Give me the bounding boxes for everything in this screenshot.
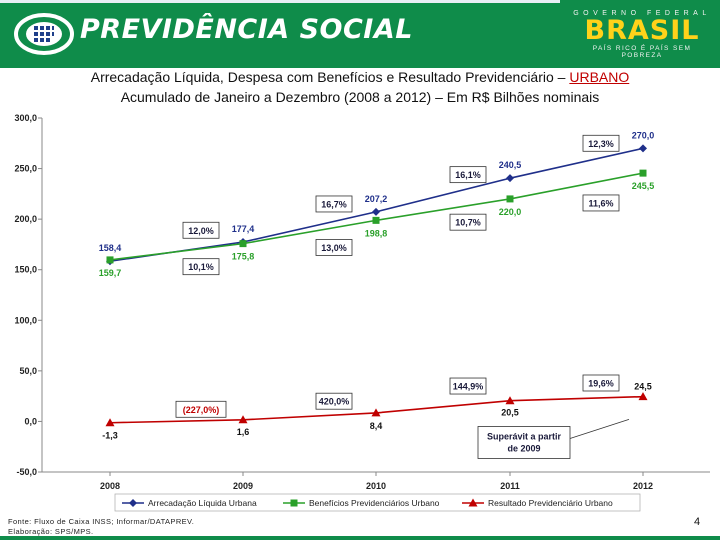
page-number: 4 [694, 516, 701, 528]
growth-annotation-label: 420,0% [319, 397, 350, 407]
data-point-3 [505, 396, 515, 405]
growth-annotation-box [449, 377, 487, 395]
legend-box [114, 493, 641, 512]
data-point-2 [639, 169, 647, 177]
data-point-1 [639, 144, 647, 153]
growth-annotation-box [449, 213, 487, 231]
x-tick-label: 2012 [633, 481, 653, 491]
growth-annotation-box [449, 166, 487, 184]
data-point-3 [638, 392, 648, 401]
callout-text-line1: Superávit a partir [487, 431, 562, 441]
data-point-2 [372, 216, 380, 224]
growth-annotation-label: 16,7% [321, 199, 347, 209]
legend-marker-3 [468, 498, 478, 507]
data-point-3 [105, 418, 115, 427]
elaboration-line: Elaboração: SPS/MPS. [8, 527, 94, 536]
legend-label-1: Arrecadação Líquida Urbana [148, 498, 257, 508]
chart-title-line1: Arrecadação Líquida, Despesa com Benefíc… [0, 69, 720, 85]
growth-annotation-label: 13,0% [321, 243, 347, 253]
growth-annotation-box [582, 194, 620, 212]
bottom-bar [0, 536, 720, 540]
callout-arrow [569, 419, 630, 439]
data-label: 24,5 [634, 382, 652, 392]
series-line-1 [109, 147, 644, 263]
data-label: 245,5 [632, 181, 655, 191]
chart-title-prefix: Arrecadação Líquida, Despesa com Benefíc… [90, 69, 570, 85]
x-tick-label: 2011 [500, 481, 520, 491]
y-tick-label: 0,0 [24, 416, 37, 426]
growth-annotation-box [315, 239, 353, 256]
source-note: Fonte: Fluxo de Caixa INSS; Informar/DAT… [8, 517, 194, 537]
data-label: 240,5 [499, 160, 522, 170]
previdencia-logo-icon [14, 13, 74, 55]
gov-main-text: BRASIL [584, 15, 700, 46]
data-label: 158,4 [99, 243, 122, 253]
growth-annotation-label: 10,1% [188, 262, 214, 272]
growth-annotation-label: 16,1% [455, 170, 481, 180]
data-point-2 [506, 195, 514, 203]
y-tick-label: 150,0 [14, 265, 37, 275]
legend-label-3: Resultado Previdenciário Urbano [488, 498, 613, 508]
data-point-2 [106, 256, 114, 264]
header-banner: PREVIDÊNCIA SOCIAL GOVERNO FEDERAL BRASI… [0, 0, 720, 68]
legend-label-2: Benefícios Previdenciários Urbano [309, 498, 440, 508]
data-label: 198,8 [365, 228, 388, 238]
growth-annotation-box [175, 400, 227, 418]
line-chart: -50,0 0,0 50,0 100,0 150,0 200,0 250,0 300,0 200… [14, 113, 710, 512]
callout-box [477, 426, 571, 459]
data-label: 159,7 [99, 268, 122, 278]
gov-top-text: GOVERNO FEDERAL [573, 10, 711, 17]
y-tick-label: 200,0 [14, 214, 37, 224]
chart-title-urbano: URBANO [569, 69, 630, 85]
brand-title: PREVIDÊNCIA SOCIAL [80, 14, 413, 45]
header-top-line [0, 0, 560, 3]
data-point-3 [238, 415, 248, 424]
growth-annotation-box [182, 258, 220, 276]
gov-slogan: PAÍS RICO É PAÍS SEM POBREZA [592, 45, 692, 59]
y-tick-label: 100,0 [14, 315, 37, 325]
data-label: 1,6 [237, 427, 250, 437]
y-tick-label: -50,0 [16, 467, 37, 477]
growth-annotation-box [582, 374, 620, 392]
growth-annotation-label: 19,6% [588, 378, 614, 388]
source-line: Fonte: Fluxo de Caixa INSS; Informar/DAT… [8, 517, 195, 526]
y-tick-label: 300,0 [14, 113, 37, 123]
data-label: 207,2 [365, 194, 388, 204]
data-label: 220,0 [499, 207, 522, 217]
data-label: 175,8 [232, 252, 255, 262]
data-point-1 [372, 207, 380, 216]
growth-annotation-box [582, 134, 620, 152]
series-line-2 [109, 172, 644, 261]
legend-marker-1 [129, 499, 137, 507]
growth-annotation-label: 12,3% [588, 139, 614, 149]
growth-annotation-label: 144,9% [453, 382, 484, 392]
data-label: 270,0 [632, 130, 655, 140]
growth-annotation-label: 12,0% [188, 226, 214, 236]
chart-title-line2: Acumulado de Janeiro a Dezembro (2008 a … [120, 89, 600, 105]
data-label: 177,4 [232, 224, 255, 234]
data-label: 20,5 [501, 408, 519, 418]
y-tick-label: 50,0 [19, 366, 37, 376]
legend-marker-2 [290, 499, 298, 507]
x-tick-label: 2008 [100, 481, 120, 491]
x-tick-label: 2010 [366, 481, 386, 491]
y-tick-label: 250,0 [14, 164, 37, 174]
government-logo: GOVERNO FEDERAL BRASIL PAÍS RICO É PAÍS … [572, 10, 712, 60]
data-point-2 [239, 240, 247, 248]
growth-annotation-label: 10,7% [455, 218, 481, 228]
callout-text-line2: de 2009 [507, 443, 540, 453]
growth-annotation-box [315, 392, 353, 410]
growth-annotation-box [315, 195, 353, 213]
growth-annotation-label: 11,6% [588, 198, 613, 208]
data-label: 8,4 [370, 421, 383, 431]
data-point-1 [506, 174, 514, 183]
growth-annotation-label: (227,0%) [183, 405, 220, 415]
data-point-3 [371, 408, 381, 417]
x-tick-label: 2009 [233, 481, 253, 491]
growth-annotation-box [182, 221, 220, 239]
data-label: -1,3 [102, 431, 118, 441]
